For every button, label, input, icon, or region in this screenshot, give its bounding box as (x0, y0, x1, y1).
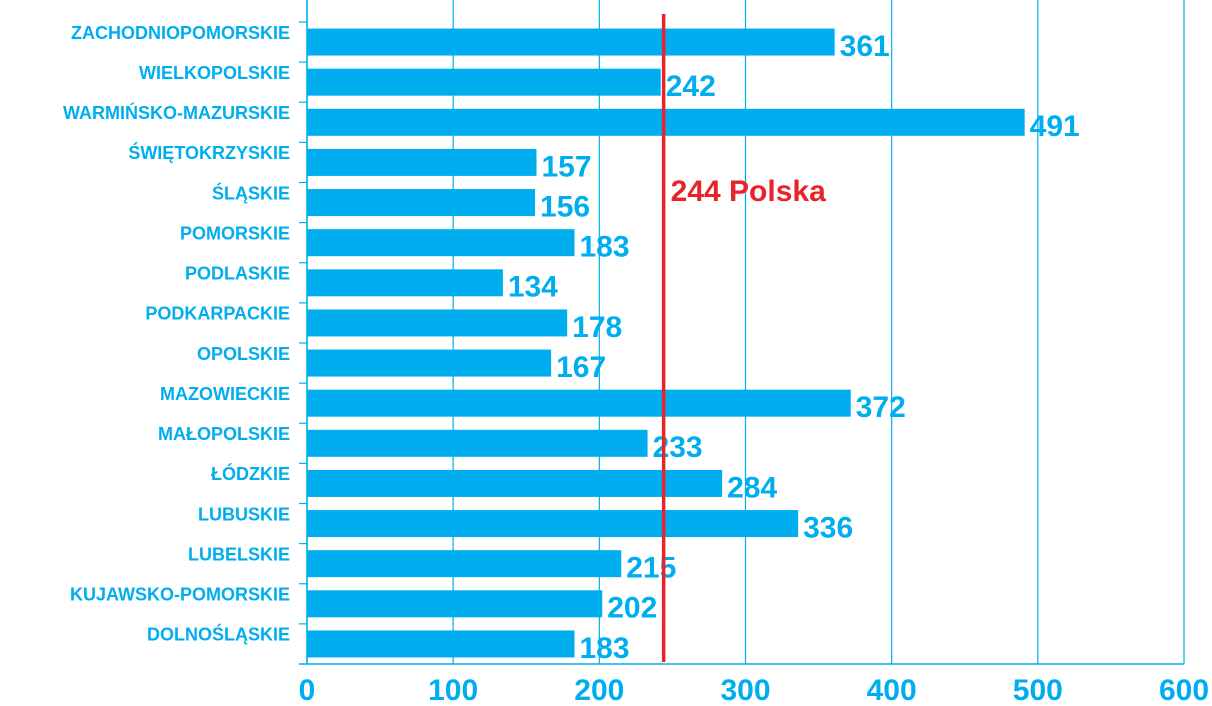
value-label: 167 (556, 351, 606, 384)
value-label: 491 (1030, 110, 1080, 143)
x-tick-label: 500 (1013, 674, 1063, 706)
y-tick-label: ŚLĄSKIE (212, 182, 290, 203)
y-tick-label: ŁÓDZKIE (211, 463, 290, 484)
bar (307, 469, 723, 497)
y-tick-label: DOLNOŚLĄSKIE (147, 624, 290, 645)
bar (307, 630, 575, 658)
x-tick-label: 300 (720, 674, 770, 706)
value-label: 372 (856, 391, 906, 424)
x-tick-label: 100 (428, 674, 478, 706)
y-tick-label: MAZOWIECKIE (160, 384, 290, 404)
bar (307, 389, 851, 417)
value-label: 183 (579, 632, 629, 665)
x-tick-label: 600 (1159, 674, 1209, 706)
y-tick-label: KUJAWSKO-POMORSKIE (70, 585, 290, 605)
y-tick-label: WARMIŃSKO-MAZURSKIE (63, 102, 290, 123)
value-label: 134 (508, 271, 558, 304)
value-label: 156 (540, 190, 590, 223)
value-label: 215 (626, 552, 676, 585)
bar (307, 550, 622, 578)
x-tick-label: 0 (299, 674, 316, 706)
y-tick-label: POMORSKIE (180, 223, 290, 243)
value-label: 242 (666, 70, 716, 103)
bar (307, 229, 575, 257)
bar (307, 148, 537, 176)
value-label: 233 (653, 431, 703, 464)
y-tick-label: OPOLSKIE (197, 344, 290, 364)
value-label: 361 (840, 30, 890, 63)
bar (307, 349, 552, 377)
value-label: 284 (727, 471, 777, 504)
y-tick-label: LUBELSKIE (188, 544, 290, 564)
bar (307, 68, 661, 96)
bar (307, 108, 1025, 136)
bar (307, 28, 835, 56)
y-tick-label: LUBUSKIE (198, 504, 290, 524)
y-tick-label: MAŁOPOLSKIE (158, 424, 290, 444)
bar (307, 429, 648, 457)
reference-label: 244 Polska (671, 175, 826, 208)
x-tick-label: 200 (574, 674, 624, 706)
value-label: 178 (572, 311, 622, 344)
bar (307, 309, 568, 337)
y-tick-label: WIELKOPOLSKIE (139, 63, 290, 83)
value-label: 183 (579, 231, 629, 264)
value-label: 157 (541, 150, 591, 183)
y-tick-label: PODKARPACKIE (145, 304, 290, 324)
y-tick-label: PODLASKIE (185, 264, 290, 284)
bar (307, 590, 603, 618)
bar (307, 189, 536, 217)
bar (307, 510, 799, 538)
y-tick-label: ZACHODNIOPOMORSKIE (71, 23, 290, 43)
y-tick-label: ŚWIĘTOKRZYSKIE (128, 142, 290, 163)
value-label: 336 (803, 511, 853, 544)
value-label: 202 (607, 592, 657, 625)
bar (307, 269, 503, 297)
x-tick-label: 400 (867, 674, 917, 706)
